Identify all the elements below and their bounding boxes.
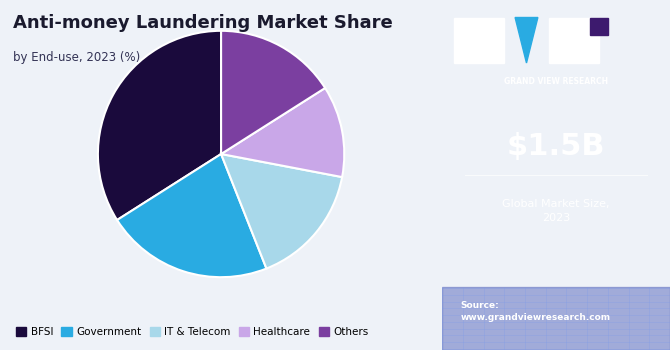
- Wedge shape: [221, 88, 344, 177]
- Wedge shape: [98, 31, 221, 220]
- Text: GRAND VIEW RESEARCH: GRAND VIEW RESEARCH: [504, 77, 608, 86]
- Bar: [454, 18, 504, 63]
- Text: $1.5B: $1.5B: [507, 133, 606, 161]
- Wedge shape: [221, 154, 342, 268]
- Wedge shape: [221, 31, 325, 154]
- Polygon shape: [515, 18, 538, 63]
- Bar: [549, 18, 600, 63]
- Wedge shape: [117, 154, 267, 277]
- Text: Global Market Size,
2023: Global Market Size, 2023: [502, 199, 610, 223]
- Text: Anti-money Laundering Market Share: Anti-money Laundering Market Share: [13, 14, 393, 32]
- Bar: [590, 18, 608, 35]
- Text: by End-use, 2023 (%): by End-use, 2023 (%): [13, 51, 141, 64]
- Bar: [442, 287, 670, 350]
- Text: Source:
www.grandviewresearch.com: Source: www.grandviewresearch.com: [460, 301, 610, 322]
- Legend: BFSI, Government, IT & Telecom, Healthcare, Others: BFSI, Government, IT & Telecom, Healthca…: [12, 323, 373, 341]
